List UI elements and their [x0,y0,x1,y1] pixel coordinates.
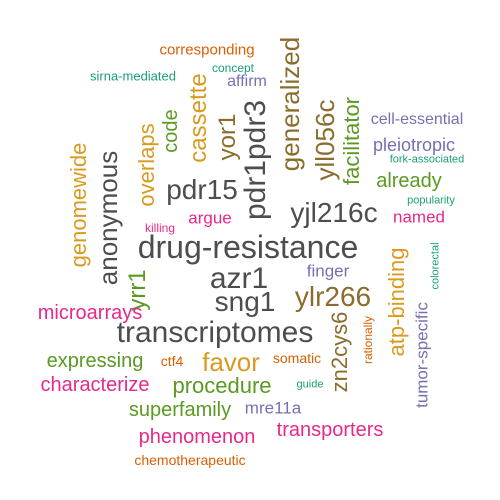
word-yor1: yor1 [214,113,241,161]
word-pdr1pdr3: pdr1pdr3 [239,99,272,221]
word-genomewide: genomewide [66,142,91,268]
word-transporters: transporters [276,419,384,441]
word-killing: killing [144,221,176,235]
word-corresponding: corresponding [159,41,255,59]
word-concept: concept [211,61,255,75]
word-characterize: characterize [40,374,150,396]
word-sirna-mediated: sirna-mediated [90,68,176,84]
word-anonymous: anonymous [93,150,123,286]
word-already: already [376,170,442,192]
word-mre11a: mre11a [244,398,302,418]
word-ctf4: ctf4 [160,353,184,369]
word-argue: argue [188,208,232,228]
word-somatic: somatic [272,350,322,366]
word-named: named [393,207,445,227]
word-transcriptomes: transcriptomes [116,316,314,349]
word-affirm: affirm [227,73,267,90]
word-favor: favor [202,347,260,377]
word-fork-associated: fork-associated [389,153,465,166]
word-cell-essential: cell-essential [370,111,464,128]
word-procedure: procedure [172,373,272,398]
word-yjl216c: yjl216c [290,197,378,228]
word-azr1: azr1 [209,262,269,295]
word-ylr266: ylr266 [294,281,372,312]
word-cassette: cassette [185,73,212,163]
word-finger: finger [306,261,350,281]
word-expressing: expressing [46,350,144,372]
word-popularity: popularity [407,194,455,207]
word-code: code [160,109,182,153]
word-zn2cys6: zn2cys6 [327,311,352,393]
word-pleiotropic: pleiotropic [372,135,456,155]
word-sng1: sng1 [214,286,276,317]
word-facilitator: facilitator [339,96,364,186]
word-tumor-specific: tumor-specific [412,302,432,408]
word-generalized: generalized [275,36,305,172]
word-microarrays: microarrays [37,302,143,324]
word-chemotherapeutic: chemotherapeutic [134,452,246,468]
word-guide: guide [296,378,324,391]
word-phenomenon: phenomenon [138,426,256,448]
word-atp-binding: atp-binding [384,247,409,357]
word-overlaps: overlaps [134,123,159,207]
word-pdr15: pdr15 [166,174,238,205]
word-colorectal: colorectal [429,242,442,290]
word-yll056c: yll056c [310,99,340,181]
word-rationally: rationally [361,315,375,365]
word-superfamily: superfamily [128,399,232,421]
word-drug-resistance: drug-resistance [137,229,359,265]
